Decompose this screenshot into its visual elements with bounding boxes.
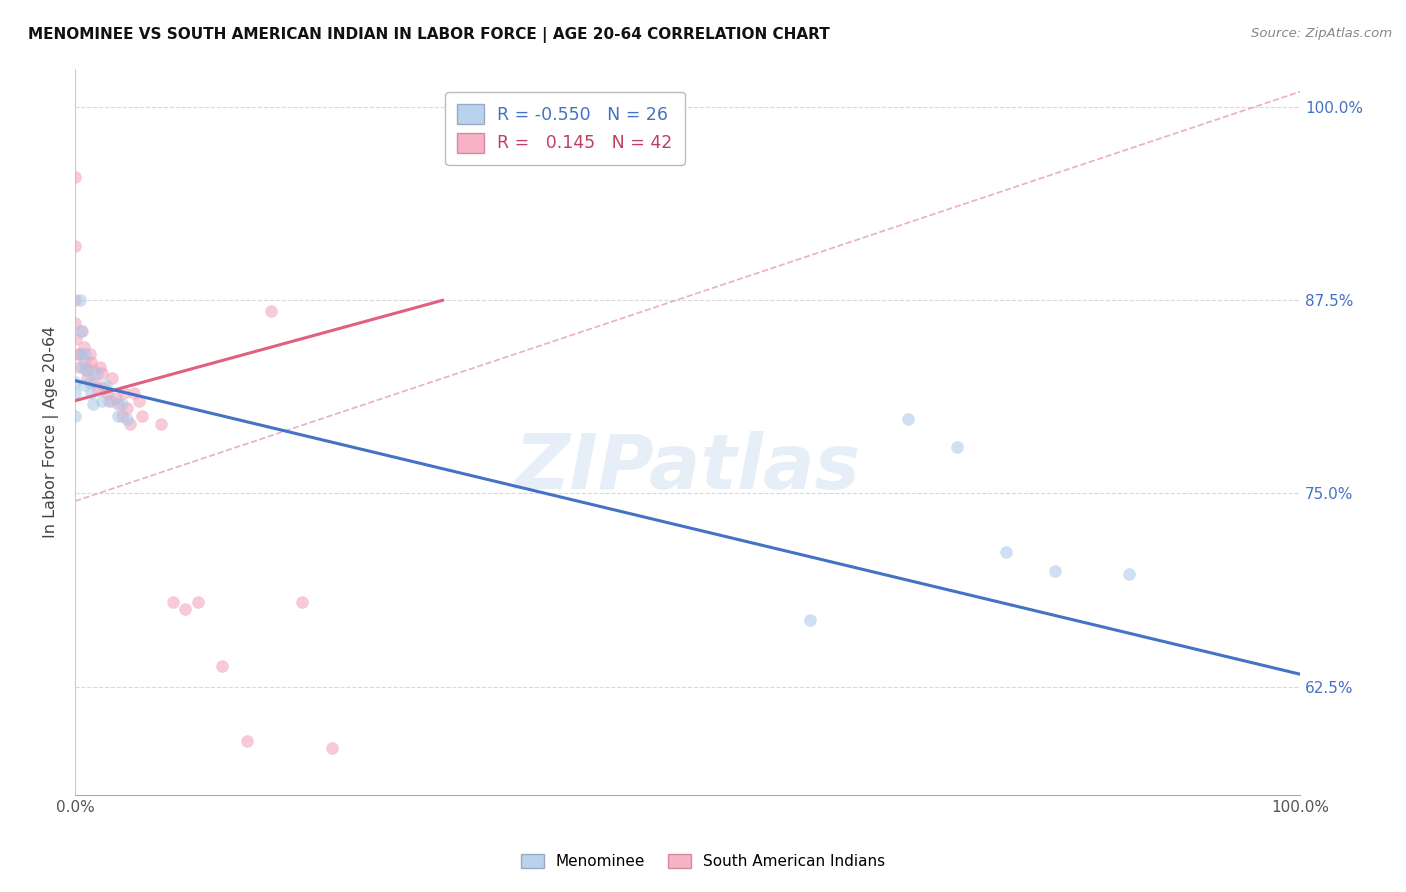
Point bbox=[131, 409, 153, 424]
Point bbox=[73, 355, 96, 369]
Point bbox=[946, 440, 969, 454]
Point bbox=[73, 378, 96, 392]
Point bbox=[128, 393, 150, 408]
Point bbox=[93, 381, 115, 395]
Point bbox=[101, 370, 124, 384]
Point bbox=[235, 733, 257, 747]
Point bbox=[122, 386, 145, 401]
Point bbox=[63, 375, 86, 389]
Point bbox=[162, 594, 184, 608]
Point bbox=[66, 347, 89, 361]
Point bbox=[98, 393, 121, 408]
Point bbox=[63, 386, 86, 401]
Point bbox=[89, 359, 111, 374]
Point bbox=[63, 239, 86, 253]
Point bbox=[70, 347, 93, 361]
Point bbox=[107, 397, 129, 411]
Point bbox=[72, 324, 94, 338]
Point bbox=[107, 409, 129, 424]
Point bbox=[63, 293, 86, 308]
Point bbox=[149, 417, 172, 431]
Point bbox=[73, 340, 96, 354]
Point bbox=[82, 397, 104, 411]
Point bbox=[79, 347, 101, 361]
Point bbox=[79, 375, 101, 389]
Point bbox=[120, 417, 142, 431]
Y-axis label: In Labor Force | Age 20-64: In Labor Force | Age 20-64 bbox=[44, 326, 59, 538]
Point bbox=[174, 602, 197, 616]
Point bbox=[76, 363, 98, 377]
Point bbox=[67, 347, 90, 361]
Point bbox=[72, 359, 94, 374]
Point bbox=[63, 317, 86, 331]
Point bbox=[91, 366, 114, 380]
Point bbox=[995, 545, 1018, 559]
Point bbox=[83, 375, 105, 389]
Legend: R = -0.550   N = 26, R =   0.145   N = 42: R = -0.550 N = 26, R = 0.145 N = 42 bbox=[446, 92, 685, 165]
Point bbox=[70, 324, 93, 338]
Point bbox=[1043, 564, 1066, 578]
Point bbox=[104, 391, 127, 405]
Text: ZIPatlas: ZIPatlas bbox=[515, 431, 860, 505]
Point bbox=[101, 393, 124, 408]
Point bbox=[115, 412, 138, 426]
Point bbox=[111, 397, 134, 411]
Point bbox=[96, 386, 118, 401]
Legend: Menominee, South American Indians: Menominee, South American Indians bbox=[515, 848, 891, 875]
Point bbox=[69, 293, 91, 308]
Point bbox=[63, 409, 86, 424]
Point bbox=[112, 386, 135, 401]
Point bbox=[80, 386, 103, 401]
Point bbox=[76, 370, 98, 384]
Point bbox=[187, 594, 209, 608]
Point bbox=[86, 366, 108, 380]
Point bbox=[86, 381, 108, 395]
Point bbox=[65, 332, 87, 346]
Point bbox=[321, 741, 343, 756]
Point bbox=[897, 412, 920, 426]
Point bbox=[115, 401, 138, 416]
Text: Source: ZipAtlas.com: Source: ZipAtlas.com bbox=[1251, 27, 1392, 40]
Point bbox=[111, 409, 134, 424]
Point bbox=[211, 659, 233, 673]
Point bbox=[260, 304, 283, 318]
Point bbox=[67, 359, 90, 374]
Point bbox=[799, 613, 821, 627]
Point bbox=[82, 363, 104, 377]
Point bbox=[94, 378, 117, 392]
Point bbox=[75, 363, 97, 377]
Point bbox=[1118, 566, 1140, 581]
Text: MENOMINEE VS SOUTH AMERICAN INDIAN IN LABOR FORCE | AGE 20-64 CORRELATION CHART: MENOMINEE VS SOUTH AMERICAN INDIAN IN LA… bbox=[28, 27, 830, 43]
Point bbox=[91, 393, 114, 408]
Point bbox=[63, 169, 86, 184]
Point bbox=[73, 347, 96, 361]
Point bbox=[291, 594, 314, 608]
Point bbox=[80, 355, 103, 369]
